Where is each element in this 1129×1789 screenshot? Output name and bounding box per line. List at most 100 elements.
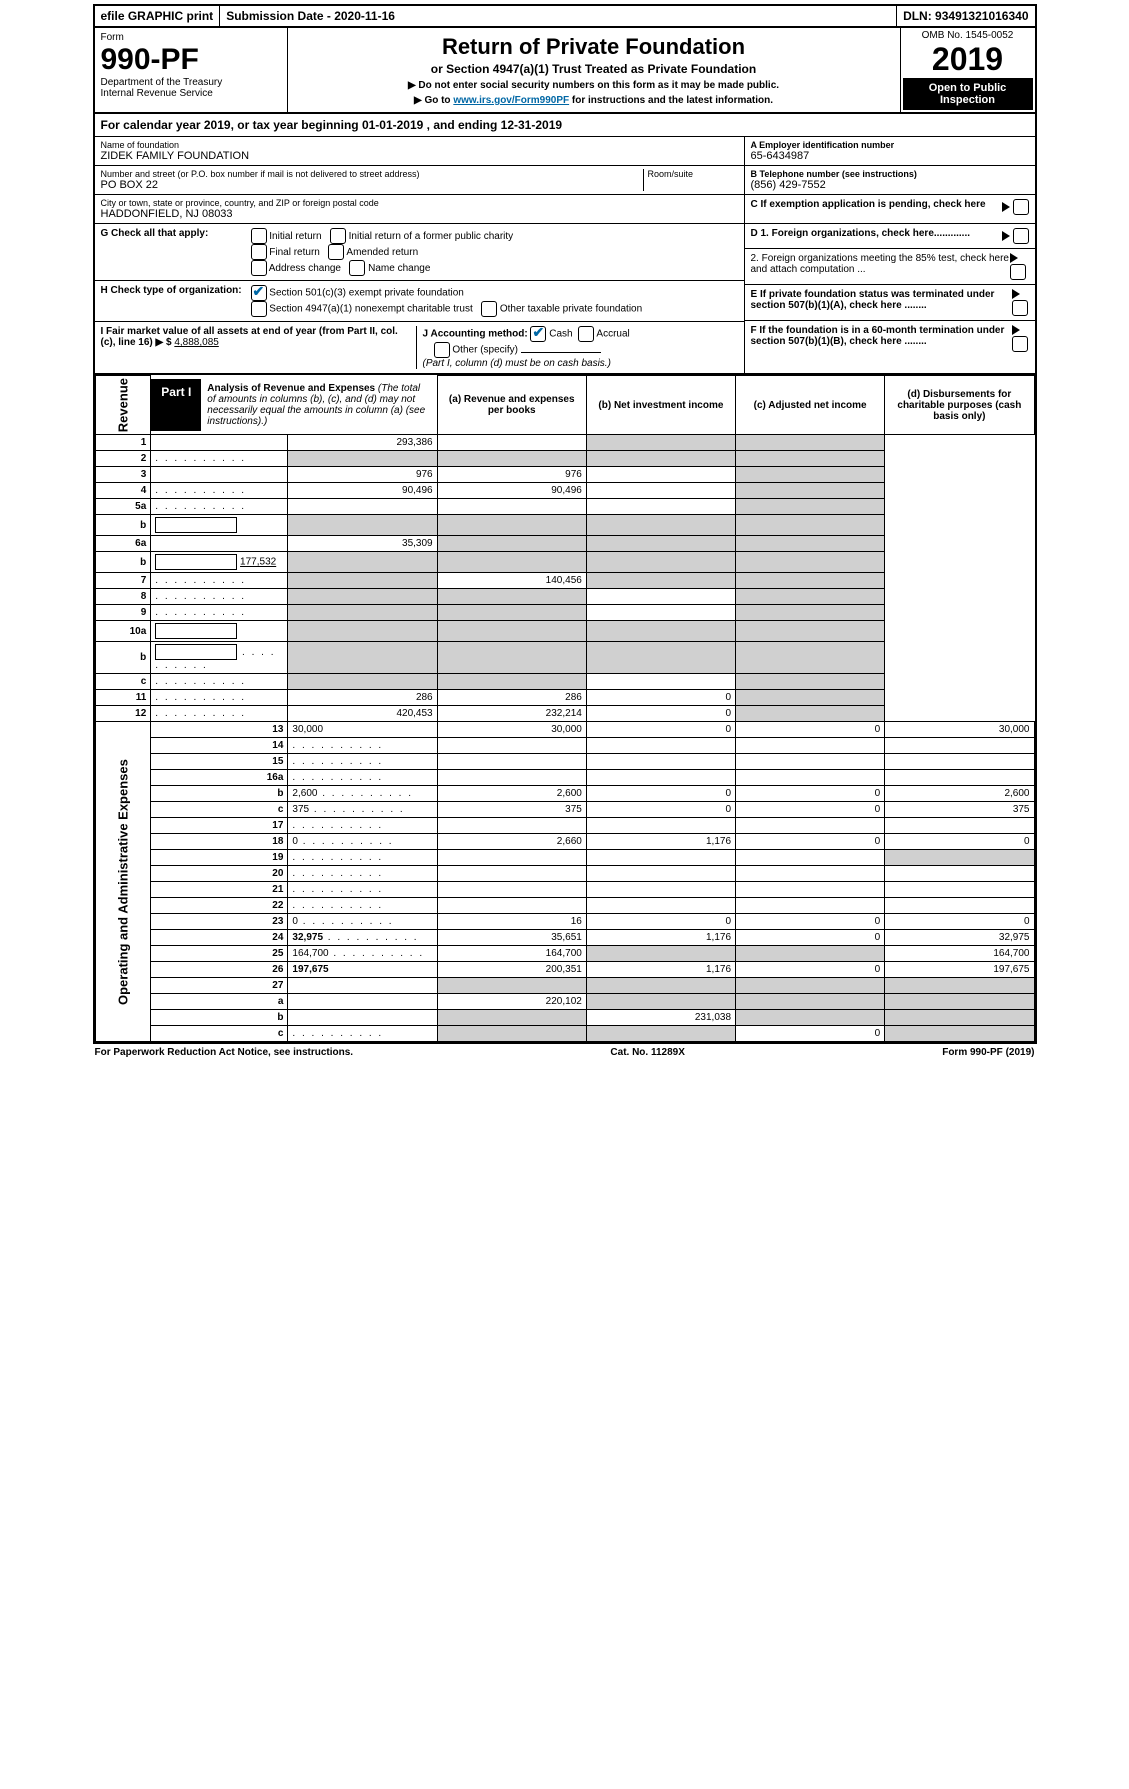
val-a: 35,309 <box>288 536 437 552</box>
h-row: H Check type of organization: Section 50… <box>95 281 744 322</box>
table-row: 2432,97535,6511,176032,975 <box>95 930 1034 946</box>
note1: ▶ Do not enter social security numbers o… <box>294 80 894 91</box>
checkbox-g4[interactable] <box>251 260 267 276</box>
val-c <box>736 946 885 962</box>
arrow-icon <box>1002 231 1010 241</box>
part-tab: Part I <box>151 379 201 431</box>
val-c <box>586 573 735 589</box>
line-desc <box>151 515 288 536</box>
val-b <box>437 642 586 674</box>
val-b <box>586 818 735 834</box>
addr-row: Number and street (or P.O. box number if… <box>95 166 744 195</box>
val-d <box>736 573 885 589</box>
checkbox-h3[interactable] <box>481 301 497 317</box>
val-b <box>437 451 586 467</box>
table-row: 21 <box>95 882 1034 898</box>
table-row: Operating and Administrative Expenses133… <box>95 722 1034 738</box>
val-b <box>437 621 586 642</box>
val-b: 286 <box>437 690 586 706</box>
val-d <box>736 674 885 690</box>
val-a: 2,600 <box>437 786 586 802</box>
val-d <box>885 866 1034 882</box>
table-row: 10a <box>95 621 1034 642</box>
checkbox-f[interactable] <box>1012 336 1028 352</box>
table-row: 8 <box>95 589 1034 605</box>
line-number: 13 <box>151 722 288 738</box>
val-d <box>736 706 885 722</box>
val-b <box>437 515 586 536</box>
val-c <box>586 467 735 483</box>
table-row: 14 <box>95 738 1034 754</box>
checkbox-d2[interactable] <box>1010 264 1026 280</box>
line-number: 21 <box>151 882 288 898</box>
val-b: 0 <box>586 802 735 818</box>
checkbox-e[interactable] <box>1012 300 1028 316</box>
val-b <box>586 946 735 962</box>
phone-cell: B Telephone number (see instructions) (8… <box>745 166 1035 195</box>
line-number: 9 <box>95 605 151 621</box>
irs-label: Internal Revenue Service <box>101 88 213 99</box>
line-desc <box>151 706 288 722</box>
checkbox-h1[interactable] <box>251 285 267 301</box>
form-subtitle: or Section 4947(a)(1) Trust Treated as P… <box>294 62 894 76</box>
line-desc: 0 <box>288 914 437 930</box>
val-d <box>736 536 885 552</box>
line-desc <box>151 451 288 467</box>
d1-cell: D 1. Foreign organizations, check here..… <box>745 224 1035 249</box>
val-c <box>736 994 885 1010</box>
val-b: 90,496 <box>437 483 586 499</box>
checkbox-accrual[interactable] <box>578 326 594 342</box>
table-row: 1802,6601,17600 <box>95 834 1034 850</box>
checkbox-g3[interactable] <box>328 244 344 260</box>
line-number: b <box>151 1010 288 1026</box>
line-desc <box>151 573 288 589</box>
val-d <box>885 898 1034 914</box>
val-c <box>586 605 735 621</box>
val-b: 1,176 <box>586 834 735 850</box>
val-b <box>586 898 735 914</box>
val-b <box>586 994 735 1010</box>
checkbox-cash[interactable] <box>530 326 546 342</box>
val-c: 0 <box>736 722 885 738</box>
table-row: 5a <box>95 499 1034 515</box>
line-desc <box>151 536 288 552</box>
val-a <box>437 882 586 898</box>
table-row: 22 <box>95 898 1034 914</box>
line-desc <box>288 754 437 770</box>
part-desc: Analysis of Revenue and Expenses (The to… <box>201 379 436 431</box>
val-a: 220,102 <box>437 994 586 1010</box>
note2: ▶ Go to www.irs.gov/Form990PF for instru… <box>294 95 894 106</box>
line-desc <box>151 589 288 605</box>
val-c <box>736 882 885 898</box>
line-number: 7 <box>95 573 151 589</box>
checkbox-d1[interactable] <box>1013 228 1029 244</box>
val-d <box>885 978 1034 994</box>
val-c: 0 <box>736 786 885 802</box>
checkbox-h2[interactable] <box>251 301 267 317</box>
checkbox-g1[interactable] <box>330 228 346 244</box>
val-b: 231,038 <box>586 1010 735 1026</box>
table-row: 26197,675200,3511,1760197,675 <box>95 962 1034 978</box>
col-b-head: (b) Net investment income <box>586 376 735 435</box>
val-a: 164,700 <box>437 946 586 962</box>
val-b <box>437 674 586 690</box>
line-desc: 30,000 <box>288 722 437 738</box>
line-number: 1 <box>95 435 151 451</box>
table-row: b <box>95 642 1034 674</box>
val-a: 16 <box>437 914 586 930</box>
table-row: b 177,532 <box>95 552 1034 573</box>
val-d: 197,675 <box>885 962 1034 978</box>
line-desc <box>288 978 437 994</box>
checkbox-c[interactable] <box>1013 199 1029 215</box>
checkbox-g2[interactable] <box>251 244 267 260</box>
line-number: c <box>151 802 288 818</box>
table-row: 6a35,309 <box>95 536 1034 552</box>
checkbox-other[interactable] <box>434 342 450 358</box>
val-c <box>736 866 885 882</box>
val-a: 976 <box>288 467 437 483</box>
val-d <box>885 818 1034 834</box>
irs-link[interactable]: www.irs.gov/Form990PF <box>453 95 569 106</box>
line-number: 12 <box>95 706 151 722</box>
checkbox-g5[interactable] <box>349 260 365 276</box>
checkbox-g0[interactable] <box>251 228 267 244</box>
